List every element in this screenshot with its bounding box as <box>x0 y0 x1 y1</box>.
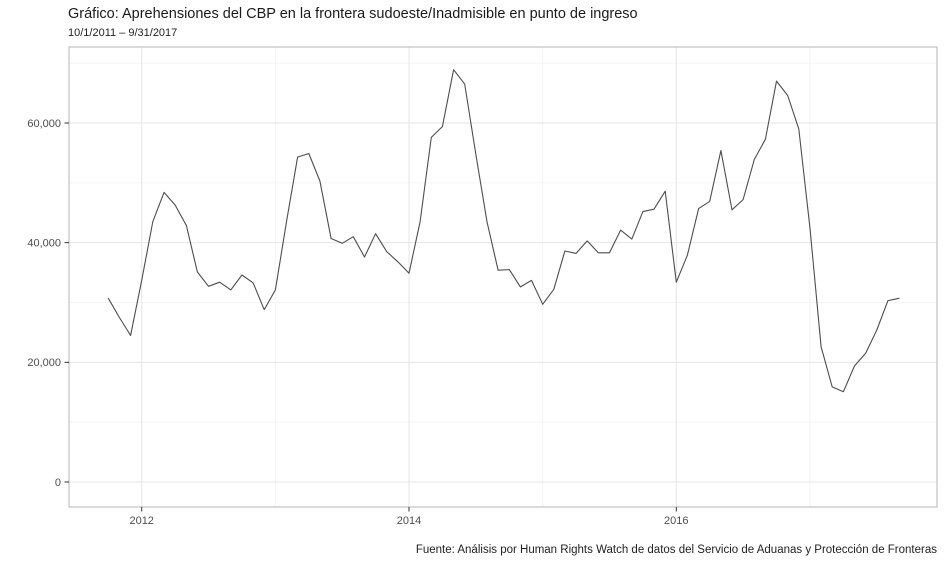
x-axis-tick-label: 2012 <box>129 515 153 527</box>
source-note: Fuente: Análisis por Human Rights Watch … <box>415 544 937 556</box>
y-axis-tick-label: 40,000 <box>27 237 61 249</box>
plot-panel <box>69 47 937 507</box>
panel-border <box>68 46 938 508</box>
x-axis-tick-label: 2016 <box>664 515 688 527</box>
y-axis-tick-label: 0 <box>55 477 61 489</box>
data-line-series <box>107 69 900 393</box>
chart-title: Gráfico: Aprehensiones del CBP en la fro… <box>68 6 638 22</box>
y-axis-tick-label: 20,000 <box>27 357 61 369</box>
chart-subtitle: 10/1/2011 – 9/31/2017 <box>68 27 178 39</box>
y-axis-tick-label: 60,000 <box>27 118 61 130</box>
x-axis-tick-label: 2014 <box>397 515 421 527</box>
